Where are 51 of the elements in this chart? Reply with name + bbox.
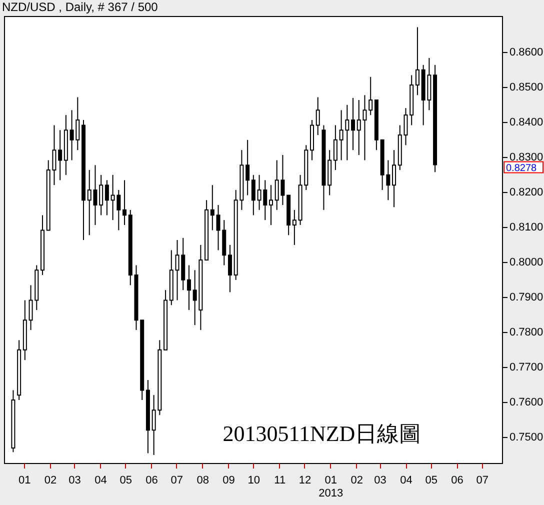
candlestick <box>316 96 320 136</box>
x-tick-label: 05 <box>425 474 438 486</box>
candlestick <box>415 26 420 96</box>
y-tick-label: 0.7700 <box>510 362 544 374</box>
candlestick <box>251 174 256 216</box>
x-tick-label: 04 <box>94 474 107 486</box>
x-tick-label: 06 <box>451 474 464 486</box>
x-tick-label: 09 <box>222 474 235 486</box>
y-tick-label: 0.8300 <box>510 152 544 164</box>
x-tick-label: 11 <box>274 474 286 486</box>
x-tick-label: 01 <box>18 474 31 486</box>
candlestick <box>186 264 191 311</box>
y-tick-label: 0.8600 <box>510 46 544 59</box>
y-tick-label: 0.8200 <box>510 186 544 199</box>
x-tick-label: 10 <box>248 474 260 486</box>
candlestick <box>392 150 396 208</box>
x-tick-label: 07 <box>476 474 489 486</box>
x-tick-label: 02 <box>350 474 363 486</box>
x-tick-label: 01 2013 <box>318 474 344 500</box>
candlestick <box>228 244 232 293</box>
y-tick-label: 0.8000 <box>510 256 544 269</box>
candlestick <box>122 180 127 226</box>
x-tick-label: 02 <box>44 474 57 486</box>
x-tick-label: 12 <box>298 474 312 486</box>
candlestick <box>368 76 373 116</box>
candlestick <box>268 184 273 226</box>
y-tick-label: 0.8100 <box>510 222 544 234</box>
x-tick-label: 04 <box>400 474 412 486</box>
candlestick <box>351 97 356 151</box>
y-tick-label: 0.8400 <box>510 116 544 129</box>
y-tick-label: 0.7600 <box>510 396 544 409</box>
candlestick <box>99 174 104 216</box>
candlestick <box>104 180 109 216</box>
y-tick-label: 0.7500 <box>510 432 544 444</box>
candlestick <box>246 139 250 196</box>
candlestick <box>210 184 214 231</box>
x-tick-label: 03 <box>68 474 81 486</box>
x-tick-label: 08 <box>196 474 209 486</box>
x-tick-label: 06 <box>146 474 158 486</box>
y-tick-label: 0.7900 <box>510 292 544 304</box>
candlestick <box>58 130 62 181</box>
y-tick-label: 0.8500 <box>510 82 544 94</box>
y-tick-label: 0.7800 <box>510 326 544 339</box>
x-tick-label: 05 <box>120 474 132 486</box>
x-tick-label: 07 <box>170 474 184 486</box>
candlestick <box>292 209 296 246</box>
annotation: 20130511NZD日線圖 <box>222 421 422 446</box>
chart-title: NZD/USD , Daily, # 367 / 500 <box>2 0 158 14</box>
candlestick <box>333 124 338 171</box>
x-tick-label: 03 <box>374 474 386 486</box>
text: 0.8278 <box>506 162 538 174</box>
